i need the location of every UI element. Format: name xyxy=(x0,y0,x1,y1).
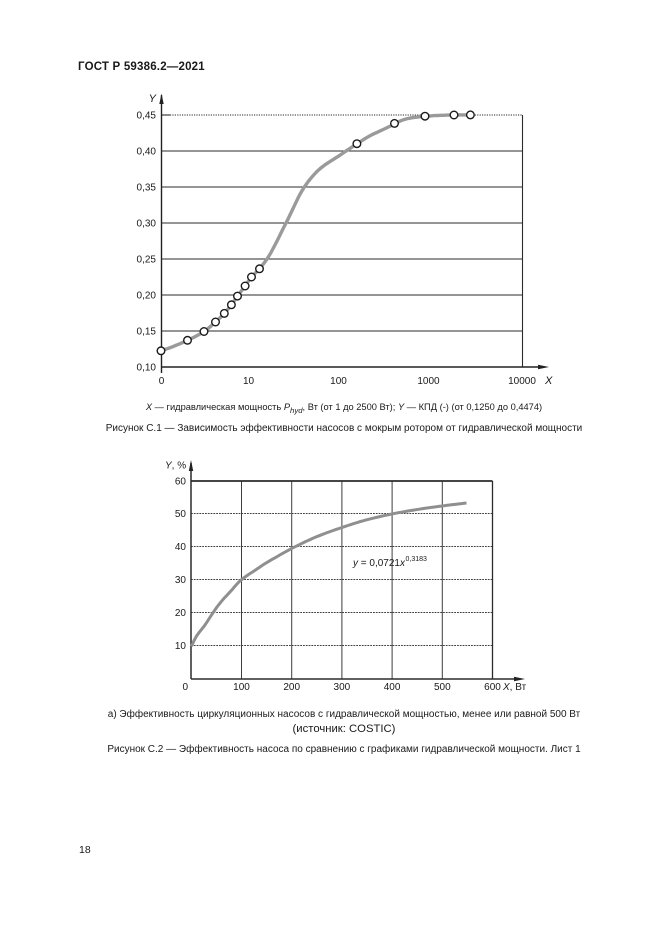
svg-text:10: 10 xyxy=(243,376,255,387)
svg-text:y = 0,0721x: y = 0,0721x xyxy=(352,558,406,569)
svg-text:0,20: 0,20 xyxy=(137,291,157,302)
svg-text:600: 600 xyxy=(484,682,501,693)
svg-text:30: 30 xyxy=(175,575,187,586)
svg-text:0,35: 0,35 xyxy=(137,183,157,194)
svg-text:X, Вт: X, Вт xyxy=(502,682,527,693)
svg-text:10000: 10000 xyxy=(508,376,536,387)
svg-text:Y: Y xyxy=(149,93,157,105)
svg-text:0,30: 0,30 xyxy=(137,219,157,230)
svg-text:20: 20 xyxy=(175,608,187,619)
svg-text:0,40: 0,40 xyxy=(137,147,157,158)
svg-text:50: 50 xyxy=(175,509,187,520)
svg-text:0,10: 0,10 xyxy=(137,363,157,374)
svg-text:1000: 1000 xyxy=(417,376,440,387)
svg-text:0: 0 xyxy=(159,376,165,387)
svg-text:0,3183: 0,3183 xyxy=(406,556,428,563)
svg-text:400: 400 xyxy=(384,682,401,693)
svg-text:0,45: 0,45 xyxy=(137,111,157,122)
svg-text:40: 40 xyxy=(175,542,187,553)
svg-text:0,15: 0,15 xyxy=(137,327,157,338)
svg-text:0: 0 xyxy=(182,682,188,693)
svg-text:0,25: 0,25 xyxy=(137,255,157,266)
svg-text:500: 500 xyxy=(434,682,451,693)
svg-text:60: 60 xyxy=(175,477,187,488)
svg-text:10: 10 xyxy=(175,641,187,652)
svg-text:100: 100 xyxy=(330,376,347,387)
svg-text:Y, %: Y, % xyxy=(165,461,186,472)
svg-text:200: 200 xyxy=(283,682,300,693)
svg-text:100: 100 xyxy=(233,682,250,693)
svg-text:X: X xyxy=(544,375,553,387)
svg-text:300: 300 xyxy=(334,682,351,693)
